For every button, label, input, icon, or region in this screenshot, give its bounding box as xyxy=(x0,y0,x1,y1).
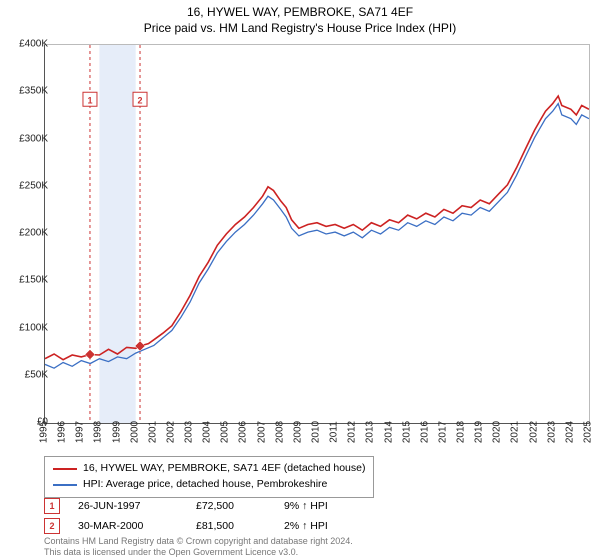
legend-row: 16, HYWEL WAY, PEMBROKE, SA71 4EF (detac… xyxy=(53,461,365,477)
x-tick-label: 2000 xyxy=(129,421,140,443)
plot-area: 12 xyxy=(44,44,590,424)
event-marker-box: 1 xyxy=(44,498,60,514)
x-tick-label: 1999 xyxy=(111,421,122,443)
event-date: 30-MAR-2000 xyxy=(78,520,178,532)
x-tick-label: 1998 xyxy=(93,421,104,443)
x-tick-label: 2010 xyxy=(311,421,322,443)
x-tick-label: 2025 xyxy=(583,421,594,443)
x-tick-label: 2003 xyxy=(184,421,195,443)
legend-label: HPI: Average price, detached house, Pemb… xyxy=(83,477,327,493)
event-price: £81,500 xyxy=(196,520,266,532)
x-tick-label: 2005 xyxy=(220,421,231,443)
x-tick-label: 2001 xyxy=(147,421,158,443)
svg-text:2: 2 xyxy=(138,95,143,105)
x-tick-label: 2008 xyxy=(274,421,285,443)
y-tick-label: £100K xyxy=(8,322,48,333)
y-tick-label: £200K xyxy=(8,228,48,239)
x-tick-label: 2011 xyxy=(329,421,340,443)
x-tick-label: 2022 xyxy=(528,421,539,443)
event-row: 2 30-MAR-2000 £81,500 2% ↑ HPI xyxy=(44,518,328,534)
event-table: 1 26-JUN-1997 £72,500 9% ↑ HPI 2 30-MAR-… xyxy=(44,498,328,538)
event-delta: 9% ↑ HPI xyxy=(284,500,328,512)
legend: 16, HYWEL WAY, PEMBROKE, SA71 4EF (detac… xyxy=(44,456,374,498)
attribution: Contains HM Land Registry data © Crown c… xyxy=(44,536,353,558)
x-tick-label: 2002 xyxy=(165,421,176,443)
x-tick-label: 2012 xyxy=(347,421,358,443)
plot-svg: 12 xyxy=(45,45,589,423)
legend-label: 16, HYWEL WAY, PEMBROKE, SA71 4EF (detac… xyxy=(83,461,365,477)
x-tick-label: 2013 xyxy=(365,421,376,443)
x-tick-label: 2006 xyxy=(238,421,249,443)
x-tick-label: 2007 xyxy=(256,421,267,443)
x-tick-label: 1996 xyxy=(57,421,68,443)
x-tick-label: 2014 xyxy=(383,421,394,443)
x-tick-label: 2023 xyxy=(546,421,557,443)
x-tick-label: 2016 xyxy=(419,421,430,443)
x-tick-label: 2017 xyxy=(437,421,448,443)
x-tick-label: 2004 xyxy=(202,421,213,443)
legend-row: HPI: Average price, detached house, Pemb… xyxy=(53,477,365,493)
x-tick-label: 2021 xyxy=(510,421,521,443)
legend-swatch xyxy=(53,484,77,486)
y-tick-label: £400K xyxy=(8,39,48,50)
x-tick-label: 1997 xyxy=(75,421,86,443)
x-tick-label: 2015 xyxy=(401,421,412,443)
legend-swatch xyxy=(53,468,77,470)
x-tick-label: 2018 xyxy=(456,421,467,443)
chart-container: 16, HYWEL WAY, PEMBROKE, SA71 4EF Price … xyxy=(0,0,600,560)
event-delta: 2% ↑ HPI xyxy=(284,520,328,532)
y-tick-label: £300K xyxy=(8,133,48,144)
x-tick-label: 2009 xyxy=(292,421,303,443)
event-price: £72,500 xyxy=(196,500,266,512)
y-tick-label: £50K xyxy=(8,369,48,380)
y-tick-label: £250K xyxy=(8,180,48,191)
title-address: 16, HYWEL WAY, PEMBROKE, SA71 4EF xyxy=(0,4,600,20)
x-tick-label: 2024 xyxy=(564,421,575,443)
y-tick-label: £350K xyxy=(8,86,48,97)
x-tick-label: 2020 xyxy=(492,421,503,443)
title-block: 16, HYWEL WAY, PEMBROKE, SA71 4EF Price … xyxy=(0,0,600,36)
attribution-line: This data is licensed under the Open Gov… xyxy=(44,547,353,558)
y-tick-label: £150K xyxy=(8,275,48,286)
x-tick-label: 1995 xyxy=(39,421,50,443)
svg-text:1: 1 xyxy=(87,95,92,105)
event-marker-box: 2 xyxy=(44,518,60,534)
attribution-line: Contains HM Land Registry data © Crown c… xyxy=(44,536,353,547)
x-tick-label: 2019 xyxy=(474,421,485,443)
event-row: 1 26-JUN-1997 £72,500 9% ↑ HPI xyxy=(44,498,328,514)
event-date: 26-JUN-1997 xyxy=(78,500,178,512)
title-subtitle: Price paid vs. HM Land Registry's House … xyxy=(0,20,600,36)
